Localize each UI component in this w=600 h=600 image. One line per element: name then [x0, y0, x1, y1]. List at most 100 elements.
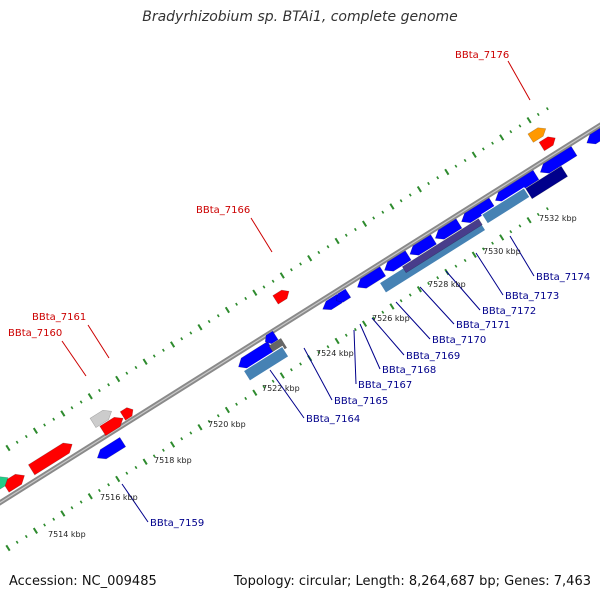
gene-bbta-7172[interactable] — [434, 218, 463, 240]
leader-bbta-7169 — [371, 317, 405, 356]
gene-bbta-7177[interactable] — [538, 136, 556, 152]
gene-bbta-7168[interactable] — [335, 288, 352, 303]
gene-label-bbta-7170[interactable]: BBta_7170 — [432, 335, 486, 346]
gene-bbta-7178[interactable] — [586, 122, 600, 145]
gene-bbta-7173[interactable] — [461, 197, 496, 224]
gene-bbta-7162[interactable] — [99, 416, 124, 437]
accession-text: Accession: NC_009485 — [9, 574, 157, 589]
leader-bbta-7176 — [507, 60, 531, 101]
tick-mark — [289, 268, 293, 272]
tick-mark — [509, 230, 513, 234]
tick-mark — [361, 220, 368, 227]
tick-mark — [299, 362, 302, 366]
gene-bbta-7157[interactable] — [0, 476, 9, 495]
tick-mark — [142, 458, 148, 465]
gene-label-bbta-7159[interactable]: BBta_7159 — [150, 518, 204, 529]
tick-mark — [235, 302, 238, 306]
gene-bbta-7175[interactable] — [539, 145, 578, 174]
leader-bbta-7161 — [87, 324, 110, 359]
kbp-label: 7518 kbp — [154, 456, 192, 465]
gene-bbta-7175b[interactable] — [525, 165, 569, 200]
gene-label-bbta-7176[interactable]: BBta_7176 — [455, 50, 509, 61]
tick-mark — [307, 254, 313, 262]
genome-title: Bradyrhizobium sp. BTAi1, complete genom… — [142, 9, 458, 25]
gene-label-bbta-7164[interactable]: BBta_7164 — [306, 414, 360, 425]
tick-mark — [224, 406, 230, 414]
tick-mark — [197, 323, 203, 331]
gene-label-bbta-7166[interactable]: BBta_7166 — [196, 205, 250, 216]
gene-label-bbta-7169[interactable]: BBta_7169 — [406, 351, 460, 362]
gene-bbta-7171[interactable] — [409, 234, 437, 256]
tick-mark — [299, 262, 302, 266]
tick-mark — [207, 319, 211, 324]
kbp-label: 7514 kbp — [48, 530, 86, 539]
tick-mark — [262, 385, 266, 389]
tick-mark — [189, 331, 193, 335]
outer-tick-track — [5, 107, 549, 452]
tick-mark — [499, 134, 505, 141]
gene-label-bbta-7161[interactable]: BBta_7161 — [32, 312, 86, 323]
gene-bbta-7165[interactable] — [264, 330, 279, 345]
tick-mark — [32, 427, 38, 434]
gene-bbta-7172b[interactable] — [401, 218, 483, 274]
tick-mark — [142, 358, 148, 365]
tick-mark — [408, 293, 412, 297]
tick-mark — [107, 383, 110, 387]
tick-mark — [180, 437, 184, 441]
tick-mark — [389, 203, 395, 210]
gene-label-bbta-7165[interactable]: BBta_7165 — [334, 396, 388, 407]
gene-bbta-7160[interactable] — [27, 442, 73, 476]
tick-mark — [427, 281, 430, 286]
gene-bbta-7176[interactable] — [527, 127, 547, 143]
gene-label-bbta-7171[interactable]: BBta_7171 — [456, 320, 510, 331]
gene-bbta-7158[interactable] — [2, 473, 25, 493]
tick-mark — [353, 327, 357, 332]
tick-mark — [15, 540, 19, 544]
tick-mark — [399, 299, 403, 303]
tick-mark — [399, 199, 403, 203]
leader-bbta-7166 — [250, 217, 273, 253]
leader-bbta-7174 — [509, 235, 535, 277]
gene-bbta-7161[interactable] — [89, 409, 113, 429]
tick-mark — [252, 289, 258, 296]
tick-mark — [334, 337, 340, 345]
tick-mark — [271, 279, 275, 283]
tick-mark — [381, 310, 385, 314]
tick-mark — [115, 375, 121, 383]
tick-mark — [125, 471, 129, 475]
gene-bbta-7173b[interactable] — [481, 187, 531, 225]
tick-mark — [87, 392, 93, 400]
leader-bbta-7170 — [395, 301, 431, 340]
tick-mark — [317, 350, 321, 355]
gene-bbta-7169[interactable] — [356, 266, 387, 289]
gene-bbta-7164b[interactable] — [242, 345, 290, 382]
gene-label-bbta-7160[interactable]: BBta_7160 — [8, 328, 62, 339]
tick-mark — [416, 185, 422, 193]
gene-label-bbta-7172[interactable]: BBta_7172 — [482, 306, 536, 317]
tick-mark — [536, 112, 540, 117]
tick-mark — [189, 431, 193, 435]
leader-bbta-7171 — [419, 286, 455, 325]
tick-mark — [152, 454, 156, 458]
leader-bbta-7164 — [269, 369, 305, 419]
topology-text: Topology: circular; Length: 8,264,687 bp… — [233, 574, 591, 589]
leader-bbta-7167 — [353, 329, 357, 385]
tick-mark — [463, 258, 467, 263]
tick-mark — [5, 444, 11, 452]
tick-mark — [244, 296, 248, 301]
gene-label-bbta-7174[interactable]: BBta_7174 — [536, 272, 590, 283]
gene-label-bbta-7168[interactable]: BBta_7168 — [382, 365, 436, 376]
tick-mark — [518, 224, 522, 228]
tick-mark — [334, 237, 340, 245]
gene-bbta-7163[interactable] — [119, 407, 134, 421]
tick-mark — [509, 130, 513, 134]
gene-bbta-7159[interactable] — [96, 436, 127, 460]
tick-mark — [491, 141, 494, 145]
gene-bbta-7166[interactable] — [272, 289, 290, 305]
gene-label-bbta-7173[interactable]: BBta_7173 — [505, 291, 559, 302]
tick-mark — [436, 176, 440, 180]
tick-mark — [224, 306, 230, 314]
gene-label-bbta-7167[interactable]: BBta_7167 — [358, 380, 412, 391]
gene-bbta-7170[interactable] — [384, 250, 412, 272]
tick-mark — [15, 440, 19, 444]
